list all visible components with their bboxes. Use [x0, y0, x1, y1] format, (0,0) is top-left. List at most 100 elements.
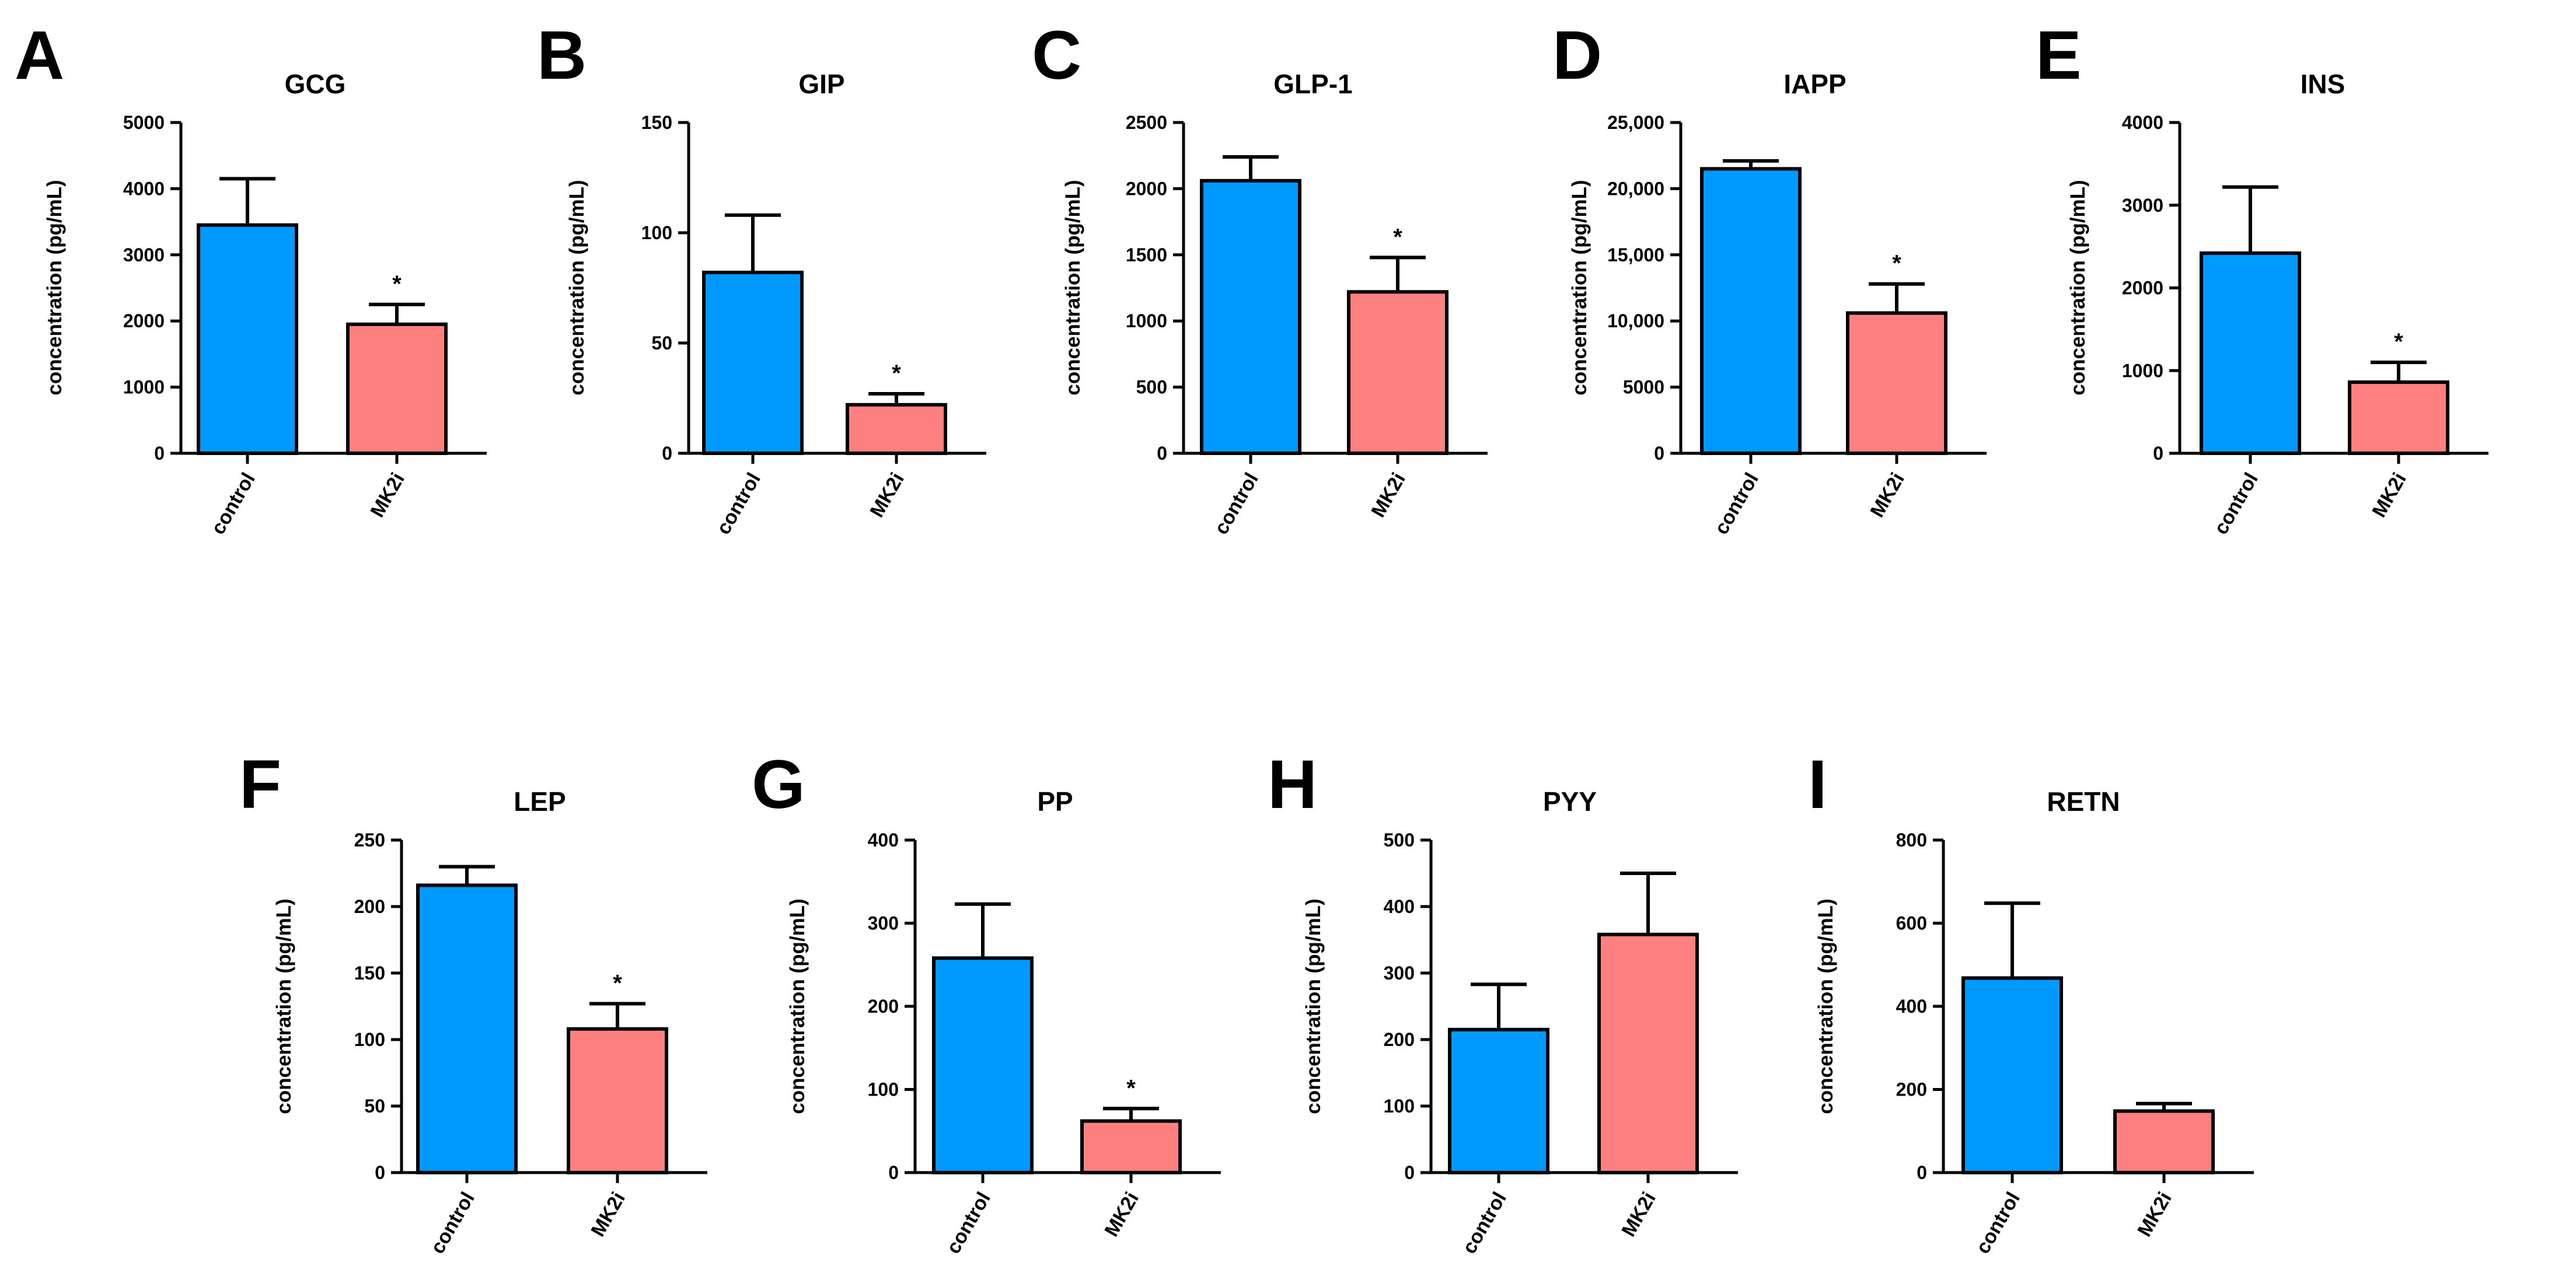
y-axis-label: concentration (pg/mL): [2067, 180, 2089, 395]
y-tick-label: 2000: [2122, 278, 2163, 299]
y-tick-label: 3000: [2122, 195, 2163, 216]
y-tick-label: 250: [354, 830, 385, 851]
y-tick-label: 0: [1917, 1162, 1927, 1183]
y-axis-label: concentration (pg/mL): [1814, 898, 1837, 1114]
y-tick-label: 0: [1654, 443, 1664, 464]
y-tick-label: 0: [154, 443, 165, 464]
y-tick-label: 150: [354, 963, 385, 984]
y-tick-label: 2000: [123, 310, 165, 331]
chart-panel-i: I RETN concentration (pg/mL) control MK2i 0 20…: [1808, 746, 2254, 1258]
panel-letter: D: [1552, 17, 1602, 94]
panel-letter: G: [752, 746, 805, 823]
error-bar-control: [439, 865, 495, 886]
bar-control: [932, 956, 1034, 1174]
y-tick-label: 200: [868, 996, 899, 1017]
error-bar-mk2i: [1869, 282, 1925, 313]
bar-mk2i: [1347, 290, 1448, 455]
y-tick-label: 4000: [2122, 112, 2163, 133]
chart-panel-b: B GIP concentration (pg/mL) control * MK2i 0 50…: [537, 17, 986, 538]
y-tick-label: 25,000: [1607, 112, 1664, 133]
error-bar-control: [1223, 155, 1279, 181]
error-bar-mk2i: [1370, 256, 1426, 292]
error-bar-control: [2222, 185, 2278, 253]
y-tick-label: 50: [364, 1096, 385, 1117]
y-tick-label: 4000: [123, 178, 165, 199]
y-tick-label: 100: [1384, 1096, 1415, 1117]
chart-panel-g: G PP concentration (pg/mL) control * MK2i 0 100…: [752, 746, 1221, 1258]
y-tick-label: 200: [354, 896, 385, 917]
y-axis-label: concentration (pg/mL): [786, 898, 809, 1114]
error-bar-control: [725, 213, 781, 273]
x-tick-label: control: [207, 469, 260, 538]
x-tick-label: MK2i: [1617, 1188, 1660, 1240]
chart-panel-a: A GCG concentration (pg/mL) control * MK2i 0 10…: [15, 17, 487, 538]
chart-title: RETN: [2047, 786, 2120, 817]
chart-panel-f: F LEP concentration (pg/mL) control * MK2i 0 50…: [239, 746, 707, 1258]
y-tick-label: 1000: [123, 377, 165, 398]
chart-panel-c: C GLP-1 concentration (pg/mL) control * MK2i 0…: [1032, 17, 1488, 538]
y-tick-label: 2500: [1126, 112, 1167, 133]
bar-mk2i: [1846, 311, 1947, 455]
bar-control: [197, 223, 298, 455]
bar-control: [1200, 179, 1301, 455]
bar-control: [1448, 1027, 1549, 1175]
y-tick-label: 10,000: [1607, 310, 1664, 331]
x-tick-label: control: [712, 469, 765, 538]
chart-panel-e: E INS concentration (pg/mL) control * MK2i 0 10…: [2036, 17, 2488, 538]
chart-title: GCG: [285, 69, 346, 99]
y-tick-label: 5000: [1623, 377, 1664, 398]
y-tick-label: 100: [641, 222, 672, 243]
y-axis-label: concentration (pg/mL): [273, 898, 295, 1114]
y-tick-label: 400: [1384, 896, 1415, 917]
error-bar-control: [955, 902, 1011, 958]
bar-mk2i: [1597, 932, 1699, 1174]
y-axis-label: concentration (pg/mL): [1302, 898, 1325, 1114]
y-tick-label: 1500: [1126, 244, 1167, 265]
chart-panel-h: H PYY concentration (pg/mL) control MK2i 0 100…: [1268, 746, 1738, 1258]
bar-control: [702, 271, 804, 455]
chart-title: IAPP: [1783, 69, 1846, 99]
chart-title: GLP-1: [1273, 69, 1352, 99]
panel-letter: H: [1268, 746, 1317, 823]
bar-mk2i: [2113, 1109, 2215, 1175]
significance-marker: *: [892, 361, 901, 386]
bar-mk2i: [846, 403, 947, 456]
chart-panel-d: D IAPP concentration (pg/mL) control * MK2i 0 5…: [1552, 17, 1987, 538]
significance-marker: *: [1126, 1075, 1136, 1101]
y-tick-label: 0: [888, 1162, 899, 1183]
x-tick-label: MK2i: [2368, 469, 2411, 521]
y-tick-label: 500: [1384, 830, 1415, 851]
y-tick-label: 0: [662, 443, 672, 464]
error-bar-control: [1471, 982, 1527, 1030]
y-tick-label: 0: [1157, 443, 1167, 464]
x-tick-label: MK2i: [865, 469, 909, 521]
panel-letter: I: [1808, 746, 1827, 823]
x-tick-label: control: [1210, 469, 1263, 538]
y-tick-label: 3000: [123, 244, 165, 265]
bar-control: [1961, 976, 2063, 1175]
bar-control: [2200, 251, 2301, 455]
y-tick-label: 0: [1404, 1162, 1415, 1183]
y-tick-label: 150: [641, 112, 672, 133]
error-bar-mk2i: [369, 302, 425, 324]
y-tick-label: 600: [1896, 913, 1927, 934]
chart-title: GIP: [798, 69, 844, 99]
chart-title: PYY: [1543, 786, 1597, 817]
y-tick-label: 15,000: [1607, 244, 1664, 265]
panel-letter: B: [537, 17, 587, 94]
error-bar-mk2i: [589, 1002, 645, 1029]
y-tick-label: 0: [375, 1162, 385, 1183]
y-axis-label: concentration (pg/mL): [1062, 180, 1084, 395]
y-tick-label: 400: [1896, 996, 1927, 1017]
chart-title: PP: [1037, 786, 1073, 817]
x-tick-label: control: [426, 1188, 479, 1258]
x-tick-label: control: [1458, 1188, 1511, 1258]
y-tick-label: 100: [354, 1029, 385, 1050]
y-tick-label: 400: [868, 830, 899, 851]
significance-marker: *: [1892, 251, 1901, 277]
y-tick-label: 20,000: [1607, 178, 1664, 199]
panel-letter: A: [15, 17, 64, 94]
y-tick-label: 300: [868, 913, 899, 934]
error-bar-mk2i: [1620, 872, 1676, 935]
